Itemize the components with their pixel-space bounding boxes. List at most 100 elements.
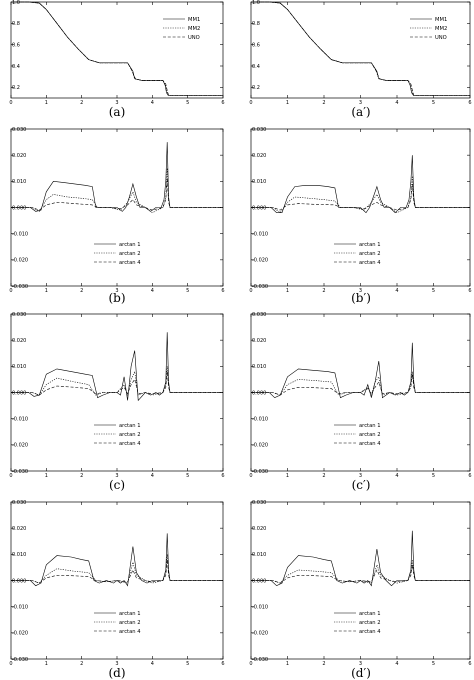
legend-entry: arctan 4 — [119, 629, 141, 635]
series-line-arctan-2 — [251, 559, 470, 584]
x-tick-label: 5 — [186, 473, 189, 479]
x-tick-label: 0 — [249, 473, 252, 479]
legend-entry: arctan 4 — [359, 441, 381, 447]
y-tick-label: 0.020 — [12, 338, 26, 344]
y-tick-label: 0.030 — [12, 312, 26, 318]
x-tick-label: 6 — [468, 100, 471, 106]
legend-entry: MM1 — [188, 17, 200, 23]
legend-entry: UNO — [435, 35, 447, 41]
y-tick-label: -0.030 — [252, 284, 268, 290]
series-line-arctan-2 — [11, 168, 223, 214]
x-tick-label: 4 — [395, 288, 398, 294]
legend-entry: arctan 1 — [359, 242, 381, 248]
y-tick-label: 0.6 — [12, 42, 20, 48]
x-tick-label: 1 — [45, 473, 48, 479]
legend-entry: arctan 1 — [359, 423, 381, 429]
x-tick-label: 1 — [286, 661, 289, 667]
y-tick-label: 0.030 — [252, 127, 266, 133]
panel-caption: (d) — [108, 666, 125, 680]
legend-entry: MM2 — [188, 26, 200, 32]
panel-caption: (a) — [109, 105, 126, 119]
x-tick-label: 0 — [249, 100, 252, 106]
series-line-arctan-2 — [251, 371, 470, 396]
y-tick-label: 0.010 — [252, 552, 266, 558]
y-tick-label: -0.020 — [252, 258, 268, 264]
x-tick-label: 3 — [115, 473, 118, 479]
x-tick-label: 5 — [186, 100, 189, 106]
y-tick-label: 0.8 — [252, 21, 260, 27]
x-tick-label: 5 — [432, 100, 435, 106]
y-tick-label: 0.000 — [252, 390, 266, 396]
y-tick-label: 0.010 — [12, 364, 26, 370]
x-tick-label: 1 — [286, 473, 289, 479]
legend-entry: arctan 2 — [359, 432, 381, 438]
x-tick-label: 2 — [80, 288, 83, 294]
series-line-arctan-1 — [251, 155, 470, 214]
x-tick-label: 6 — [221, 661, 224, 667]
y-tick-label: -0.020 — [252, 631, 268, 637]
x-tick-label: 3 — [359, 661, 362, 667]
x-tick-label: 0 — [9, 473, 12, 479]
x-tick-label: 0 — [9, 100, 12, 106]
legend-entry: MM1 — [435, 17, 447, 23]
x-tick-label: 0 — [9, 288, 12, 294]
series-line-arctan-4 — [11, 178, 223, 211]
y-tick-label: -0.010 — [12, 416, 28, 422]
y-tick-label: 0.8 — [12, 21, 20, 27]
x-tick-label: 5 — [432, 473, 435, 479]
chart-panel-a-prime: 0 1 2 3 4 5 6 0.2 0.4 0.6 0.8 1.0 MM1 MM2 UNO (a′) — [249, 0, 471, 119]
x-tick-label: 0 — [249, 661, 252, 667]
x-tick-label: 2 — [80, 100, 83, 106]
x-tick-label: 5 — [186, 661, 189, 667]
x-tick-label: 3 — [359, 288, 362, 294]
chart-panel-d-prime: 0 1 2 3 4 5 6 -0.030 -0.020 -0.010 0.000 0.010 0.020… — [249, 500, 471, 680]
chart-panel-b-prime: 0 1 2 3 4 5 6 -0.030 -0.020 -0.010 0.000 0.010 0.020… — [249, 127, 471, 305]
x-tick-label: 3 — [359, 100, 362, 106]
x-tick-label: 3 — [115, 100, 118, 106]
legend-entry: arctan 4 — [359, 629, 381, 635]
series-line-arctan-2 — [11, 366, 223, 397]
y-tick-label: -0.010 — [252, 231, 268, 237]
legend-entry: arctan 2 — [359, 251, 381, 257]
y-tick-label: 0.4 — [252, 64, 260, 70]
legend-entry: arctan 4 — [119, 260, 141, 266]
y-tick-label: 0.030 — [12, 127, 26, 133]
y-tick-label: 0.020 — [252, 153, 266, 159]
series-line-uno — [251, 1, 470, 96]
x-tick-label: 2 — [80, 661, 83, 667]
panel-caption: (c′) — [352, 478, 371, 492]
x-tick-label: 5 — [432, 661, 435, 667]
y-tick-label: 0.2 — [12, 85, 20, 91]
y-tick-label: 0.010 — [12, 552, 26, 558]
legend-entry: MM2 — [435, 26, 447, 32]
y-tick-label: -0.030 — [12, 469, 28, 475]
x-tick-label: 5 — [432, 288, 435, 294]
x-tick-label: 1 — [286, 100, 289, 106]
chart-panel-b: 0 1 2 3 4 5 6 -0.030 -0.020 -0.010 0.000 0.010 0.020… — [9, 127, 224, 305]
y-tick-label: 0.000 — [252, 578, 266, 584]
x-tick-label: 4 — [395, 661, 398, 667]
series-line-arctan-2 — [11, 554, 223, 584]
y-tick-label: -0.020 — [12, 443, 28, 449]
x-tick-label: 6 — [468, 473, 471, 479]
x-tick-label: 3 — [115, 288, 118, 294]
x-tick-label: 4 — [151, 100, 154, 106]
panel-caption: (d′) — [351, 666, 371, 680]
chart-panel-d: 0 1 2 3 4 5 6 -0.030 -0.020 -0.010 0.000 0.010 0.020… — [9, 500, 224, 680]
x-tick-label: 2 — [322, 661, 325, 667]
y-tick-label: -0.030 — [12, 284, 28, 290]
x-tick-label: 6 — [468, 288, 471, 294]
series-line-arctan-1 — [11, 533, 223, 587]
series-line-arctan-4 — [11, 559, 223, 584]
panel-caption: (a′) — [351, 105, 370, 119]
y-tick-label: -0.030 — [252, 657, 268, 663]
legend-entry: arctan 2 — [119, 620, 141, 626]
legend-entry: arctan 4 — [359, 260, 381, 266]
y-tick-label: 0.010 — [252, 179, 266, 185]
x-tick-label: 4 — [151, 473, 154, 479]
y-tick-label: 0.000 — [12, 578, 26, 584]
chart-panel-c: 0 1 2 3 4 5 6 -0.030 -0.020 -0.010 0.000 0.010 0.020… — [9, 312, 224, 492]
x-tick-label: 5 — [186, 288, 189, 294]
series-line-arctan-1 — [11, 332, 223, 402]
